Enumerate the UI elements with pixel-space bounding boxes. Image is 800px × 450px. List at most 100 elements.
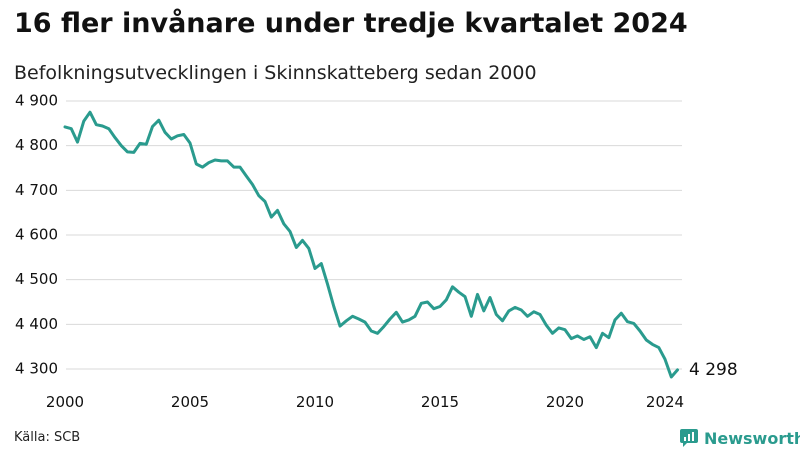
data-point (557, 326, 560, 329)
data-point (220, 159, 223, 162)
y-tick-label: 4 900 (15, 92, 58, 110)
data-point (545, 324, 548, 327)
data-point (389, 317, 392, 320)
data-point (620, 312, 623, 315)
data-point (426, 301, 429, 304)
series-line (63, 110, 679, 379)
data-point (564, 328, 567, 331)
data-point (451, 285, 454, 288)
data-point (226, 159, 229, 162)
data-point (595, 346, 598, 349)
x-axis-tick-labels: 2000 2005 2010 2015 2020 2024 (46, 393, 684, 411)
data-point (489, 296, 492, 299)
data-point (670, 376, 673, 379)
data-point (395, 311, 398, 314)
data-point (439, 305, 442, 308)
data-point (257, 194, 260, 197)
data-point (151, 125, 154, 128)
data-point (501, 319, 504, 322)
data-point (645, 338, 648, 341)
y-axis-tick-labels: 4 300 4 400 4 500 4 600 4 700 4 800 4 900 (15, 92, 58, 378)
newsworthy-logo-text: Newsworthy (704, 428, 800, 448)
data-point (676, 368, 679, 371)
data-point (657, 346, 660, 349)
end-value-label: 4 298 (689, 360, 738, 380)
data-point (182, 133, 185, 136)
data-point (264, 200, 267, 203)
data-point (332, 305, 335, 308)
data-point (514, 306, 517, 309)
data-point (507, 309, 510, 312)
data-point (614, 318, 617, 321)
data-point (282, 222, 285, 225)
y-tick-label: 4 500 (15, 270, 58, 288)
gridlines (66, 100, 682, 370)
newsworthy-logo-icon (680, 429, 698, 447)
data-point (376, 332, 379, 335)
data-point (420, 302, 423, 305)
y-tick-label: 4 600 (15, 226, 58, 244)
x-tick-label: 2015 (421, 393, 459, 411)
x-tick-label: 2020 (546, 393, 584, 411)
data-point (470, 315, 473, 318)
data-point (101, 125, 104, 128)
y-tick-label: 4 700 (15, 181, 58, 199)
data-point (576, 334, 579, 337)
data-point (651, 343, 654, 346)
chart-subtitle: Befolkningsutvecklingen i Skinnskatteber… (14, 62, 537, 84)
data-point (664, 358, 667, 361)
data-point (157, 119, 160, 122)
data-point (245, 175, 248, 178)
data-point (495, 313, 498, 316)
x-tick-label: 2005 (171, 393, 209, 411)
data-point (195, 162, 198, 165)
data-point (407, 318, 410, 321)
data-point (214, 158, 217, 161)
data-point (570, 337, 573, 340)
data-point (370, 330, 373, 333)
data-point (539, 313, 542, 316)
y-tick-label: 4 400 (15, 315, 58, 333)
data-point (95, 123, 98, 126)
data-point (589, 335, 592, 338)
data-point (201, 166, 204, 169)
data-point (464, 295, 467, 298)
data-point (232, 166, 235, 169)
data-point (351, 315, 354, 318)
data-point (139, 142, 142, 145)
data-point (551, 332, 554, 335)
data-point (76, 141, 79, 144)
data-point (457, 291, 460, 294)
population-series (63, 110, 679, 379)
data-point (632, 322, 635, 325)
data-point (82, 120, 85, 123)
data-point (70, 127, 73, 130)
data-point (301, 239, 304, 242)
data-point (482, 309, 485, 312)
data-point (289, 230, 292, 233)
data-point (176, 134, 179, 137)
data-point (164, 131, 167, 134)
chart-title: 16 fler invånare under tredje kvartalet … (14, 8, 688, 39)
data-point (207, 161, 210, 164)
data-point (295, 246, 298, 249)
y-tick-label: 4 800 (15, 136, 58, 154)
data-point (382, 325, 385, 328)
data-point (126, 150, 129, 153)
data-point (276, 209, 279, 212)
data-point (339, 325, 342, 328)
data-point (401, 321, 404, 324)
data-point (626, 320, 629, 323)
x-tick-label: 2000 (46, 393, 84, 411)
data-point (251, 183, 254, 186)
data-point (532, 310, 535, 313)
data-point (601, 332, 604, 335)
data-point (607, 336, 610, 339)
data-point (476, 293, 479, 296)
data-point (414, 315, 417, 318)
source-label: Källa: SCB (14, 430, 81, 445)
data-point (270, 216, 273, 219)
data-point (326, 283, 329, 286)
newsworthy-logo: Newsworthy (679, 427, 800, 449)
